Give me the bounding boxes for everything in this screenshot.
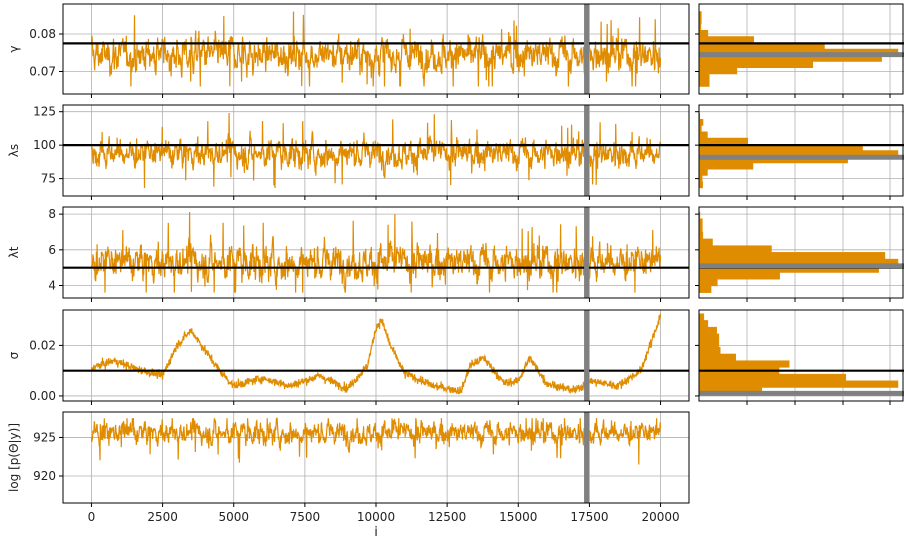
trace-panel-0: 0.07 0.08 γ bbox=[7, 3, 690, 98]
histogram-bar bbox=[698, 285, 712, 293]
histogram-bar bbox=[698, 360, 790, 368]
y-tick-label: 0.08 bbox=[29, 27, 56, 41]
x-tick-label: 10000 bbox=[357, 510, 395, 524]
y-tick-label: 8 bbox=[48, 207, 56, 221]
x-tick-label: 15000 bbox=[499, 510, 537, 524]
y-tick-label: 75 bbox=[41, 172, 56, 186]
y-tick-label: 100 bbox=[33, 138, 56, 152]
histogram-bar bbox=[698, 245, 772, 253]
trace-line bbox=[90, 417, 662, 465]
histogram-panel-0 bbox=[695, 3, 904, 98]
histogram-bar bbox=[698, 36, 755, 43]
histogram-bar bbox=[698, 333, 720, 341]
histogram-bar bbox=[698, 131, 708, 139]
histogram-bar bbox=[698, 73, 710, 81]
y-tick-label: 125 bbox=[33, 105, 56, 119]
x-tick-label: 17500 bbox=[570, 510, 608, 524]
trace-line bbox=[90, 211, 662, 293]
histogram-bar bbox=[698, 278, 718, 287]
hist-frame bbox=[698, 206, 904, 299]
trace-panel-3: 0.00 0.02 σ bbox=[7, 309, 690, 405]
trace-panels: 0.07 0.08 γ 75 100 125 λs 4 6 8 λt 0.00 0.02 σ 920 925 l… bbox=[7, 3, 690, 507]
x-tick-label: 12500 bbox=[428, 510, 466, 524]
x-axis: 0 2500 5000 7500 10000 12500 15000 17500 20000 bbox=[88, 510, 680, 524]
histogram-bar bbox=[698, 80, 710, 87]
y-axis-label: λs bbox=[7, 144, 21, 157]
y-tick-label: 925 bbox=[33, 430, 56, 444]
histogram-bar bbox=[698, 252, 886, 260]
y-axis-label: σ bbox=[7, 351, 21, 359]
histogram-bar bbox=[698, 119, 704, 126]
histogram-bar bbox=[698, 67, 738, 75]
histogram-bar bbox=[698, 353, 736, 361]
y-tick-label: 4 bbox=[48, 279, 56, 293]
y-tick-label: 0.00 bbox=[29, 389, 56, 403]
y-axis-label: λt bbox=[7, 246, 21, 258]
y-tick-label: 920 bbox=[33, 469, 56, 483]
hist-frame bbox=[698, 104, 904, 197]
histogram-panel-2 bbox=[695, 206, 904, 302]
histogram-bar bbox=[698, 347, 721, 355]
histogram-bar bbox=[698, 380, 899, 388]
histogram-bar bbox=[698, 231, 704, 240]
histogram-bar bbox=[698, 272, 780, 280]
histogram-bar bbox=[698, 326, 717, 335]
histogram-bar bbox=[698, 340, 720, 348]
hist-frame bbox=[698, 309, 904, 402]
x-tick-label: 20000 bbox=[641, 510, 679, 524]
histogram-bar bbox=[698, 313, 705, 321]
x-axis-label: i bbox=[374, 525, 378, 540]
y-tick-label: 0.02 bbox=[29, 338, 56, 352]
histogram-bar bbox=[698, 61, 814, 68]
histogram-bar bbox=[698, 225, 703, 233]
x-tick-label: 0 bbox=[88, 510, 96, 524]
x-tick-label: 5000 bbox=[218, 510, 249, 524]
y-tick-label: 6 bbox=[48, 243, 56, 257]
histogram-panels bbox=[695, 3, 904, 405]
histogram-bar bbox=[698, 137, 748, 145]
trace-line bbox=[90, 313, 662, 395]
y-tick-label: 0.07 bbox=[29, 65, 56, 79]
histogram-bar bbox=[698, 238, 713, 246]
histogram-bar bbox=[698, 168, 708, 176]
histogram-bar bbox=[698, 373, 847, 382]
trace-line bbox=[91, 112, 662, 189]
histogram-panel-3 bbox=[695, 309, 904, 405]
x-tick-label: 7500 bbox=[290, 510, 321, 524]
hist-frame bbox=[698, 3, 904, 95]
y-axis-label: γ bbox=[7, 45, 21, 52]
histogram-bar bbox=[698, 162, 754, 170]
trace-line bbox=[90, 11, 662, 87]
y-axis-label: log [p(Θ|y)] bbox=[7, 423, 21, 492]
histogram-bar bbox=[698, 30, 709, 37]
histogram-panel-1 bbox=[695, 104, 904, 200]
trace-panel-4: 920 925 log [p(Θ|y)] bbox=[7, 411, 690, 507]
trace-panel-1: 75 100 125 λs bbox=[7, 104, 690, 200]
histogram-bar bbox=[698, 181, 703, 189]
histogram-bar bbox=[698, 320, 709, 328]
histogram-bar bbox=[698, 218, 703, 226]
x-tick-label: 2500 bbox=[147, 510, 178, 524]
trace-panel-2: 4 6 8 λt bbox=[7, 206, 690, 302]
